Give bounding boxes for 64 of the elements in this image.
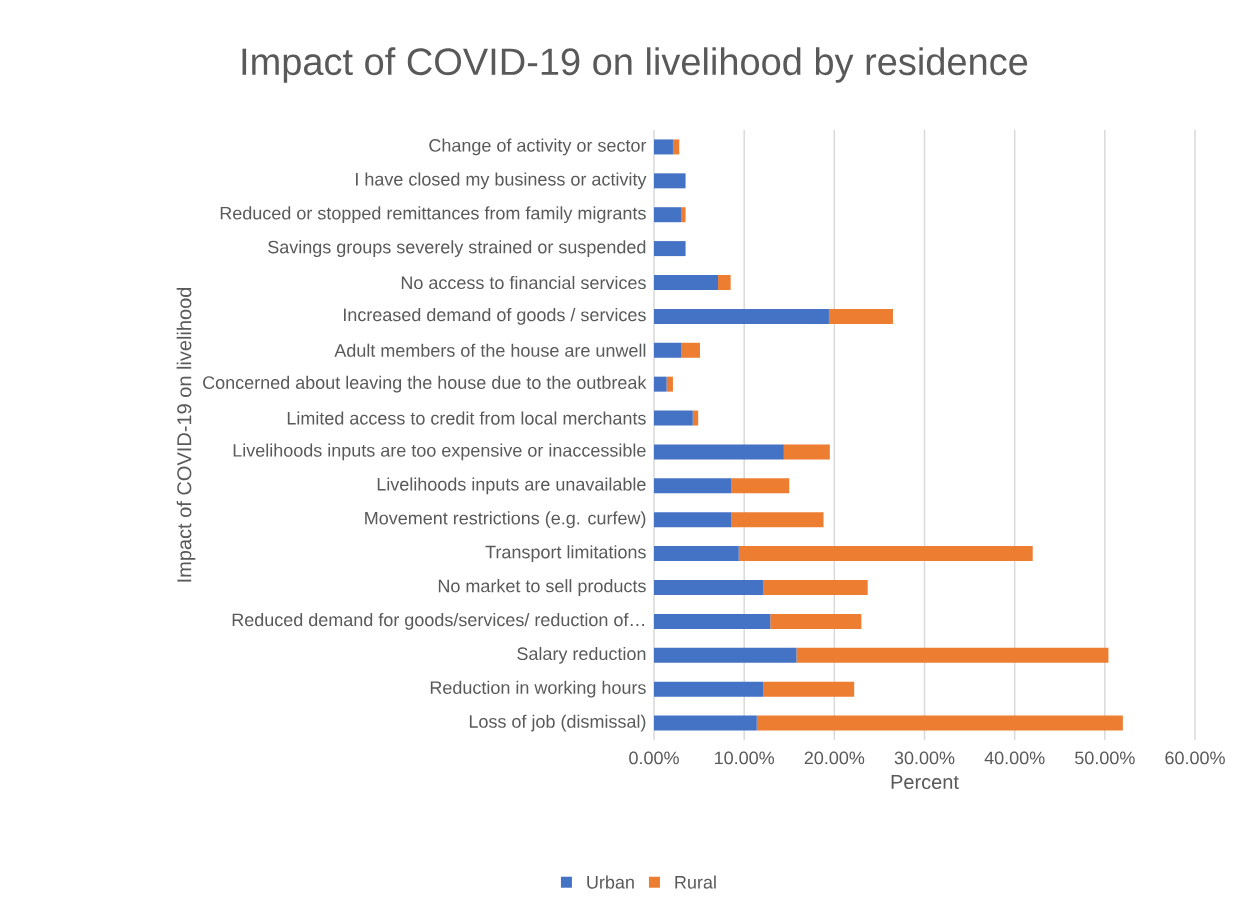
- x-axis-title: Percent: [891, 775, 959, 790]
- bar: [666, 376, 673, 392]
- bar: [770, 613, 862, 629]
- y-tick-label: Limited access to credit from local merchants: [287, 411, 646, 425]
- legend-label: Urban: [587, 875, 634, 889]
- y-tick-label: No market to sell products: [438, 579, 646, 596]
- bar: [654, 342, 682, 358]
- bar: [796, 647, 1109, 663]
- y-tick-label: Reduced demand for goods/services/ reduction of…: [232, 612, 644, 630]
- legend-label: Rural: [675, 875, 716, 889]
- y-tick-label: Salary reduction: [517, 646, 646, 664]
- y-tick-label: Loss of job (dismissal): [469, 714, 646, 732]
- bar: [654, 410, 693, 426]
- y-tick-label: Reduction in working hours: [430, 680, 646, 698]
- y-tick-label: Movement restrictions (e.g. curfew): [365, 511, 646, 529]
- bar: [783, 444, 830, 460]
- bar: [681, 342, 700, 358]
- bar: [692, 410, 699, 426]
- y-tick-label: Adult members of the house are unwell: [334, 343, 646, 357]
- bar: [654, 647, 797, 663]
- x-tick-label: 20.00%: [804, 751, 865, 765]
- bar: [654, 478, 732, 494]
- bar: [681, 207, 686, 223]
- bar: [654, 376, 667, 392]
- x-tick-label: 60.00%: [1165, 751, 1225, 765]
- y-tick-label: I have closed my business or activity: [356, 172, 647, 190]
- x-tick-label: 40.00%: [984, 751, 1045, 765]
- bar: [654, 241, 686, 257]
- y-axis-title: Impact of COVID-19 on livelihood: [176, 287, 196, 582]
- x-tick-label: 50.00%: [1075, 751, 1135, 765]
- bar: [738, 546, 1033, 562]
- bar: [654, 613, 771, 629]
- bar: [654, 139, 673, 155]
- bar: [731, 478, 790, 494]
- bar: [654, 715, 757, 731]
- bar: [654, 579, 764, 595]
- y-tick-label: No access to financial services: [401, 275, 646, 290]
- bar: [654, 546, 739, 562]
- x-tick-label: 0.00%: [629, 751, 679, 765]
- bar: [654, 308, 829, 324]
- bar: [672, 139, 680, 155]
- y-tick-label: Reduced or stopped remittances from family migrants: [220, 206, 646, 224]
- x-tick-label: 10.00%: [715, 751, 775, 765]
- y-tick-label: Savings groups severely strained or suspended: [268, 240, 646, 257]
- y-tick-label: Livelihoods inputs are unavailable: [377, 477, 646, 495]
- bar: [654, 173, 686, 189]
- bar: [654, 207, 682, 223]
- bar: [654, 681, 764, 697]
- bar: [763, 579, 868, 595]
- bar: [756, 715, 1123, 731]
- chart-title: Impact of COVID-19 on livelihood by residence: [242, 47, 1028, 83]
- y-tick-label: Transport limitations: [485, 545, 646, 562]
- y-tick-label: Concerned about leaving the house due to the outbreak: [203, 375, 647, 393]
- x-tick-label: 30.00%: [894, 751, 955, 765]
- bar: [828, 308, 893, 324]
- bar: [654, 444, 784, 460]
- bar: [731, 512, 824, 528]
- bar: [654, 274, 719, 290]
- bar: [718, 274, 731, 290]
- bar: [654, 512, 732, 528]
- y-tick-label: Livelihoods inputs are too expensive or inaccessible: [233, 443, 646, 461]
- y-tick-label: Change of activity or sector: [429, 138, 647, 156]
- y-tick-label: Increased demand of goods / services: [343, 307, 646, 325]
- bar: [763, 681, 855, 697]
